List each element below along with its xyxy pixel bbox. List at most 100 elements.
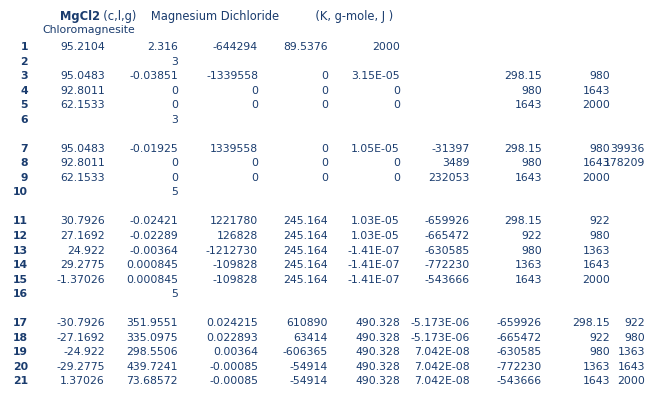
Text: 7.042E-08: 7.042E-08 <box>414 362 470 372</box>
Text: 0: 0 <box>171 100 178 110</box>
Text: 62.1533: 62.1533 <box>61 173 105 183</box>
Text: 980: 980 <box>521 158 542 168</box>
Text: 0: 0 <box>321 158 328 168</box>
Text: 245.164: 245.164 <box>283 231 328 241</box>
Text: 1.05E-05: 1.05E-05 <box>352 144 400 154</box>
Text: 490.328: 490.328 <box>355 377 400 387</box>
Text: 922: 922 <box>521 231 542 241</box>
Text: 95.2104: 95.2104 <box>60 42 105 52</box>
Text: 1363: 1363 <box>582 245 610 256</box>
Text: 95.0483: 95.0483 <box>60 71 105 81</box>
Text: 298.15: 298.15 <box>504 71 542 81</box>
Text: 610890: 610890 <box>286 318 328 328</box>
Text: -0.01925: -0.01925 <box>129 144 178 154</box>
Text: 1.37026: 1.37026 <box>60 377 105 387</box>
Text: 232053: 232053 <box>429 173 470 183</box>
Text: -0.00364: -0.00364 <box>129 245 178 256</box>
Text: 62.1533: 62.1533 <box>61 100 105 110</box>
Text: 1.03E-05: 1.03E-05 <box>352 231 400 241</box>
Text: 0: 0 <box>393 86 400 96</box>
Text: 980: 980 <box>521 86 542 96</box>
Text: 490.328: 490.328 <box>355 348 400 358</box>
Text: 0: 0 <box>171 86 178 96</box>
Text: -0.03851: -0.03851 <box>129 71 178 81</box>
Text: 1643: 1643 <box>582 158 610 168</box>
Text: -665472: -665472 <box>425 231 470 241</box>
Text: 8: 8 <box>21 158 28 168</box>
Text: 922: 922 <box>590 333 610 343</box>
Text: 95.0483: 95.0483 <box>60 144 105 154</box>
Text: 3: 3 <box>21 71 28 81</box>
Text: 10: 10 <box>13 188 28 198</box>
Text: 2000: 2000 <box>582 100 610 110</box>
Text: -665472: -665472 <box>497 333 542 343</box>
Text: 1.03E-05: 1.03E-05 <box>352 217 400 227</box>
Text: 0: 0 <box>171 173 178 183</box>
Text: 1339558: 1339558 <box>210 144 258 154</box>
Text: 1643: 1643 <box>617 362 645 372</box>
Text: -644294: -644294 <box>213 42 258 52</box>
Text: 298.15: 298.15 <box>572 318 610 328</box>
Text: 12: 12 <box>13 231 28 241</box>
Text: 439.7241: 439.7241 <box>126 362 178 372</box>
Text: 5: 5 <box>171 188 178 198</box>
Text: 980: 980 <box>624 333 645 343</box>
Text: 0: 0 <box>321 100 328 110</box>
Text: 0.000845: 0.000845 <box>126 275 178 284</box>
Text: -0.02421: -0.02421 <box>129 217 178 227</box>
Text: 490.328: 490.328 <box>355 362 400 372</box>
Text: 1363: 1363 <box>582 362 610 372</box>
Text: -109828: -109828 <box>213 275 258 284</box>
Text: 0: 0 <box>171 158 178 168</box>
Text: 3: 3 <box>171 57 178 67</box>
Text: -1.37026: -1.37026 <box>56 275 105 284</box>
Text: 0: 0 <box>251 86 258 96</box>
Text: 298.15: 298.15 <box>504 144 542 154</box>
Text: 0.00364: 0.00364 <box>213 348 258 358</box>
Text: -5.173E-06: -5.173E-06 <box>411 333 470 343</box>
Text: 2000: 2000 <box>582 173 610 183</box>
Text: -1.41E-07: -1.41E-07 <box>348 275 400 284</box>
Text: -1339558: -1339558 <box>206 71 258 81</box>
Text: 29.2775: 29.2775 <box>61 260 105 270</box>
Text: 1643: 1643 <box>582 86 610 96</box>
Text: 298.5506: 298.5506 <box>126 348 178 358</box>
Text: -630585: -630585 <box>497 348 542 358</box>
Text: -0.00085: -0.00085 <box>209 362 258 372</box>
Text: 3.15E-05: 3.15E-05 <box>352 71 400 81</box>
Text: 0: 0 <box>321 173 328 183</box>
Text: 1363: 1363 <box>515 260 542 270</box>
Text: MgCl2: MgCl2 <box>60 10 100 23</box>
Text: 980: 980 <box>590 71 610 81</box>
Text: -5.173E-06: -5.173E-06 <box>411 318 470 328</box>
Text: 17: 17 <box>13 318 28 328</box>
Text: 20: 20 <box>13 362 28 372</box>
Text: 14: 14 <box>13 260 28 270</box>
Text: -54914: -54914 <box>290 377 328 387</box>
Text: -31397: -31397 <box>432 144 470 154</box>
Text: 16: 16 <box>13 289 28 299</box>
Text: 2000: 2000 <box>582 275 610 284</box>
Text: (c,l,g)    Magnesium Dichloride          (K, g-mole, J ): (c,l,g) Magnesium Dichloride (K, g-mole,… <box>96 10 393 23</box>
Text: 980: 980 <box>590 144 610 154</box>
Text: -659926: -659926 <box>425 217 470 227</box>
Text: 7.042E-08: 7.042E-08 <box>414 377 470 387</box>
Text: 2000: 2000 <box>372 42 400 52</box>
Text: 39936: 39936 <box>611 144 645 154</box>
Text: 1363: 1363 <box>617 348 645 358</box>
Text: -772230: -772230 <box>425 260 470 270</box>
Text: 30.7926: 30.7926 <box>60 217 105 227</box>
Text: -659926: -659926 <box>497 318 542 328</box>
Text: 4: 4 <box>21 86 28 96</box>
Text: 0: 0 <box>393 100 400 110</box>
Text: 6: 6 <box>21 115 28 125</box>
Text: 490.328: 490.328 <box>355 318 400 328</box>
Text: -543666: -543666 <box>425 275 470 284</box>
Text: 5: 5 <box>171 289 178 299</box>
Text: 980: 980 <box>521 245 542 256</box>
Text: 0: 0 <box>321 144 328 154</box>
Text: -29.2775: -29.2775 <box>57 362 105 372</box>
Text: 5: 5 <box>21 100 28 110</box>
Text: 1643: 1643 <box>582 377 610 387</box>
Text: 1643: 1643 <box>515 173 542 183</box>
